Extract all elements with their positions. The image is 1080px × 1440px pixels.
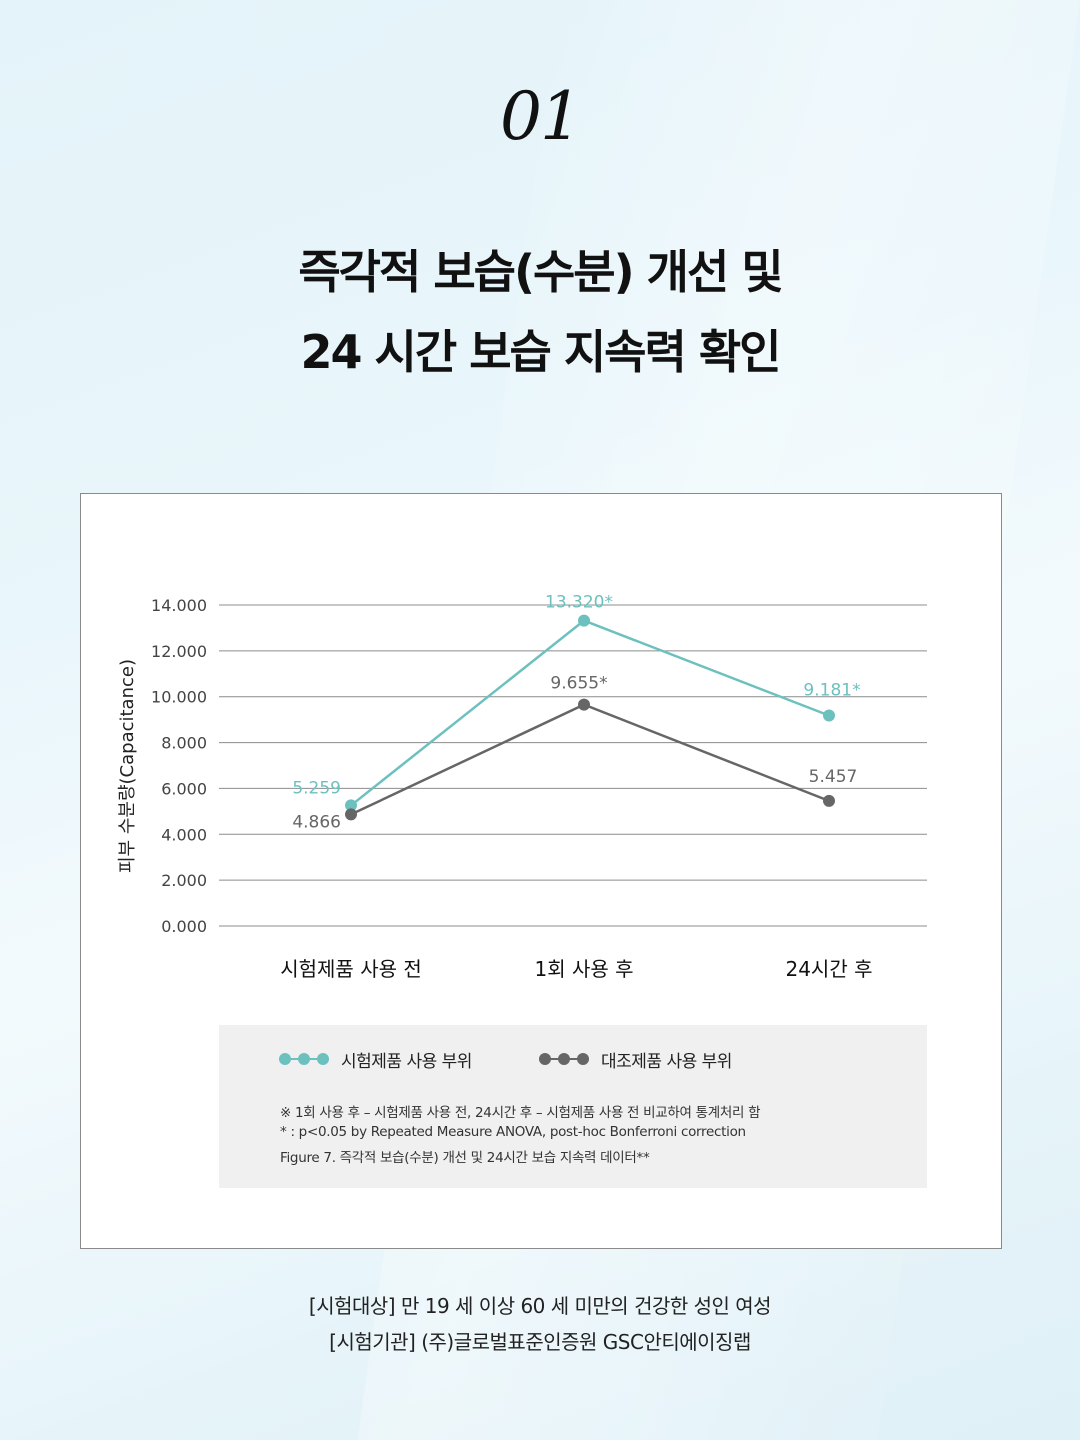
y-tick-label: 10.000 <box>151 688 207 707</box>
footer-subjects: [시험대상] 만 19 세 이상 60 세 미만의 건강한 성인 여성 <box>308 1294 772 1318</box>
note-figure-caption: Figure 7. 즉각적 보습(수분) 개선 및 24시간 보습 지속력 데이… <box>280 1150 650 1166</box>
data-point <box>345 799 357 812</box>
note-significance: * : p<0.05 by Repeated Measure ANOVA, po… <box>280 1124 746 1140</box>
data-label: 13.320* <box>545 593 613 613</box>
legend-swatch-test <box>279 1052 329 1066</box>
note-statistics: ※ 1회 사용 후 – 시험제품 사용 전, 24시간 후 – 시험제품 사용 … <box>280 1105 761 1121</box>
y-tick-label: 2.000 <box>161 871 207 890</box>
data-point <box>345 808 357 821</box>
data-label: 9.655* <box>550 674 607 694</box>
data-point <box>823 794 835 807</box>
series-line <box>350 619 830 807</box>
y-tick-label: 8.000 <box>161 734 207 753</box>
legend-item-control: 대조제품 사용 부위 <box>539 1047 732 1072</box>
legend-item-test: 시험제품 사용 부위 <box>279 1047 472 1072</box>
y-tick-label: 0.000 <box>161 917 207 936</box>
headline-line-1: 즉각적 보습(수분) 개선 및 <box>298 245 783 299</box>
data-label: 5.457 <box>809 767 858 787</box>
legend-label-control: 대조제품 사용 부위 <box>601 1051 732 1072</box>
y-tick-label: 12.000 <box>151 642 207 661</box>
x-tick-label: 시험제품 사용 전 <box>280 957 422 981</box>
legend-swatch-control <box>539 1052 589 1066</box>
legend-and-notes: 시험제품 사용 부위 대조제품 사용 부위 ※ 1회 사용 후 – 시험제품 사… <box>219 1025 927 1188</box>
data-label: 5.259 <box>292 778 341 798</box>
line-chart: 14.000 12.000 10.000 8.000 6.000 4.000 2.000 0.… <box>117 593 927 981</box>
data-label: 4.866 <box>292 812 341 832</box>
chart-card: 14.000 12.000 10.000 8.000 6.000 4.000 2.000 0.… <box>80 493 1002 1249</box>
legend-label-test: 시험제품 사용 부위 <box>341 1051 472 1072</box>
data-point <box>823 709 835 722</box>
footer-institution: [시험기관] (주)글로벌표준인증원 GSC안티에이징랩 <box>329 1330 751 1354</box>
y-tick-label: 4.000 <box>161 825 207 844</box>
series-line <box>350 703 830 816</box>
data-point <box>578 698 590 711</box>
headline-line-2: 24 시간 보습 지속력 확인 <box>300 325 782 379</box>
section-number: 01 <box>500 78 582 155</box>
y-axis-label: 피부 수분량(Capacitance) <box>117 659 138 873</box>
y-tick-label: 14.000 <box>151 596 207 615</box>
x-tick-label: 24시간 후 <box>785 957 872 981</box>
x-tick-label: 1회 사용 후 <box>534 957 633 981</box>
data-point <box>578 614 590 627</box>
data-label: 9.181* <box>803 680 860 700</box>
y-tick-label: 6.000 <box>161 779 207 798</box>
